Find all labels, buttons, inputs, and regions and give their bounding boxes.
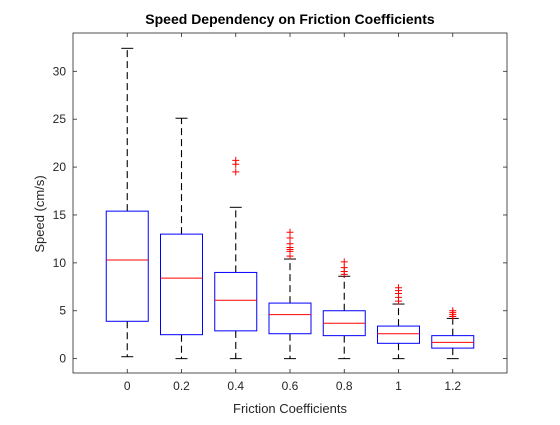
box-group	[160, 117, 203, 360]
y-tick-label: 20	[53, 160, 67, 174]
outlier-marker	[286, 228, 294, 236]
x-tick-label: 0.6	[282, 379, 299, 393]
x-tick-label: 0.4	[227, 379, 244, 393]
outlier-marker	[232, 168, 240, 176]
x-tick-label: 1	[395, 379, 402, 393]
box-group	[214, 156, 258, 360]
x-tick-label: 0.2	[173, 379, 190, 393]
plot-frame	[72, 32, 508, 374]
box-group	[105, 47, 149, 358]
box-group	[268, 228, 312, 360]
chart-title: Speed Dependency on Friction Coefficient…	[145, 11, 435, 27]
outlier-marker	[340, 258, 348, 266]
y-tick-label: 5	[59, 304, 66, 318]
box	[377, 325, 420, 344]
x-tick-label: 1.2	[444, 379, 461, 393]
x-tick-label: 0	[124, 379, 131, 393]
outlier-marker	[232, 156, 240, 164]
axes-layer: 0 5 10 15 20 25 30 0 0.2 0.4 0.6 0.8 1 1.2	[53, 33, 507, 393]
box	[214, 271, 258, 332]
y-tick-label: 10	[53, 256, 67, 270]
box-group	[431, 307, 475, 360]
y-axis-label: Speed (cm/s)	[32, 175, 47, 252]
y-tick-label: 25	[53, 112, 67, 126]
box	[160, 233, 203, 336]
y-tick-label: 0	[59, 352, 66, 366]
box	[105, 210, 149, 322]
x-axis-label: Friction Coefficients	[233, 401, 347, 416]
box-group	[377, 284, 420, 360]
outlier-marker	[449, 307, 457, 315]
box-group	[322, 258, 366, 360]
boxes-layer	[105, 47, 475, 360]
plot-area	[72, 32, 508, 374]
y-tick-label: 15	[53, 208, 67, 222]
x-tick-label: 0.8	[336, 379, 353, 393]
box	[268, 302, 312, 335]
y-tick-label: 30	[53, 64, 67, 78]
outlier-marker	[395, 284, 402, 292]
